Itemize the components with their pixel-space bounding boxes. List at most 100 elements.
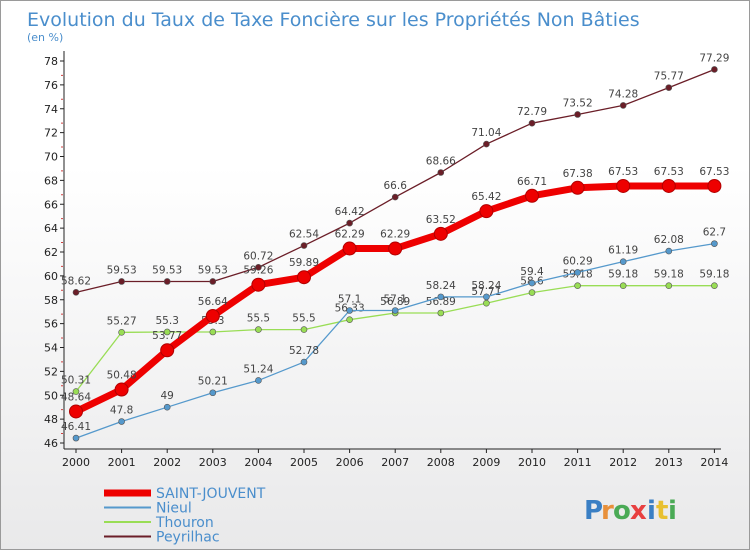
data-point-thouron [255, 326, 262, 333]
data-point-thouron [72, 388, 80, 395]
data-point-peyrilhac [528, 119, 536, 127]
data-point-saint-jouvent [388, 241, 403, 256]
data-point-peyrilhac [118, 278, 125, 285]
data-point-peyrilhac [163, 278, 171, 285]
y-tick-label: 72 [44, 127, 58, 140]
data-point-saint-jouvent [707, 178, 722, 193]
data-label-nieul: 49 [161, 390, 174, 402]
logo-letter: i [668, 496, 677, 526]
data-point-nieul [619, 258, 627, 265]
data-label-nieul: 47.8 [110, 405, 133, 417]
data-label-peyrilhac: 68.66 [426, 155, 456, 167]
data-label-saint-jouvent: 53.77 [152, 330, 182, 342]
data-point-peyrilhac [483, 140, 490, 148]
data-point-peyrilhac [437, 169, 445, 176]
x-tick-label: 2002 [153, 456, 181, 469]
data-label-nieul: 62.08 [654, 234, 684, 246]
y-tick-label: 62 [44, 246, 58, 259]
logo-letter: t [656, 496, 668, 526]
y-tick-label: 66 [44, 198, 58, 211]
legend-label: SAINT-JOUVENT [156, 486, 266, 502]
series-thouron: 50.3155.2755.355.355.555.556.3356.8956.8… [61, 269, 729, 395]
data-label-saint-jouvent: 67.53 [608, 166, 638, 178]
data-point-saint-jouvent [570, 180, 585, 195]
data-label-nieul: 60.29 [563, 255, 593, 267]
data-label-saint-jouvent: 56.64 [198, 296, 228, 308]
x-tick-label: 2005 [290, 456, 318, 469]
x-tick-label: 2008 [427, 456, 455, 469]
data-label-thouron: 55.5 [247, 313, 270, 325]
data-point-nieul [528, 279, 536, 287]
y-tick-label: 48 [44, 413, 58, 426]
x-tick-label: 2010 [518, 456, 546, 469]
data-label-saint-jouvent: 67.38 [563, 168, 593, 180]
axes: 46 48 50 52 54 56 58 60 62 64 66 68 70 72 74 76 78 2000 20… [44, 51, 728, 469]
data-label-nieul: 57.1 [338, 293, 361, 305]
data-point-thouron [209, 328, 217, 336]
data-point-nieul [665, 247, 673, 255]
data-label-thouron: 50.31 [61, 375, 91, 387]
data-label-saint-jouvent: 59.89 [289, 257, 319, 269]
x-tick-label: 2014 [700, 456, 728, 469]
data-label-peyrilhac: 58.62 [61, 275, 91, 287]
proxiti-logo: Pr o x i t i [584, 496, 677, 526]
x-tick-label: 2001 [108, 456, 136, 469]
data-label-peyrilhac: 75.77 [654, 71, 684, 83]
data-point-saint-jouvent [69, 404, 83, 419]
data-label-saint-jouvent: 67.53 [699, 166, 729, 178]
y-tick-label: 46 [44, 437, 58, 450]
logo-letter: i [647, 496, 656, 526]
y-tick-label: 60 [44, 270, 58, 283]
data-label-thouron: 55.3 [156, 315, 179, 327]
data-point-thouron [619, 282, 627, 289]
data-point-saint-jouvent [661, 178, 676, 193]
data-label-nieul: 51.24 [243, 363, 273, 375]
y-tick-label: 68 [44, 174, 58, 187]
x-tick-label: 2007 [381, 456, 409, 469]
data-point-thouron [163, 328, 171, 336]
data-label-saint-jouvent: 50.48 [107, 370, 137, 382]
data-point-nieul [163, 403, 171, 411]
data-label-peyrilhac: 62.54 [289, 229, 319, 241]
x-tick-label: 2009 [472, 456, 500, 469]
x-tick-label: 2004 [244, 456, 272, 469]
data-point-saint-jouvent [433, 226, 448, 241]
data-label-nieul: 50.21 [198, 376, 228, 388]
series-group: 58.62 59.53 59.53 59.53 60.72 62.54 64.42 66.6 6… [61, 52, 729, 442]
data-point-peyrilhac [346, 219, 353, 227]
data-point-saint-jouvent [479, 204, 494, 219]
data-point-saint-jouvent [160, 343, 175, 358]
logo-letter: P [584, 496, 603, 526]
logo-letter: r [601, 496, 614, 526]
data-point-nieul [255, 377, 262, 384]
data-label-saint-jouvent: 62.29 [380, 229, 410, 241]
data-point-thouron [528, 289, 536, 296]
data-point-peyrilhac [665, 84, 673, 91]
data-point-peyrilhac [255, 263, 262, 271]
data-point-nieul [711, 240, 718, 247]
x-tick-label: 2003 [199, 456, 227, 469]
data-point-nieul [437, 293, 445, 301]
logo-letter: o [613, 496, 631, 526]
y-tick-label: 58 [44, 294, 58, 307]
data-label-thouron: 56.89 [380, 296, 410, 308]
data-point-saint-jouvent [251, 277, 266, 292]
y-tick-label: 74 [44, 103, 58, 116]
data-label-peyrilhac: 74.28 [608, 88, 638, 100]
data-label-peyrilhac: 66.6 [384, 180, 408, 192]
data-label-nieul: 61.19 [608, 245, 638, 257]
data-label-peyrilhac: 73.52 [563, 97, 593, 109]
data-label-nieul: 57.1 [384, 293, 407, 305]
data-point-peyrilhac [391, 193, 399, 201]
data-point-thouron [665, 282, 673, 289]
y-tick-label: 78 [44, 55, 58, 68]
data-label-nieul: 52.78 [289, 345, 319, 357]
data-point-saint-jouvent [616, 178, 631, 193]
logo-letter: x [630, 496, 647, 526]
data-point-peyrilhac [574, 111, 581, 118]
data-point-saint-jouvent [114, 382, 129, 397]
series-saint-jouvent: 48.64 50.48 53.77 56.64 59.26 59.89 62.29 62.29… [61, 166, 729, 419]
data-point-thouron [118, 329, 125, 336]
